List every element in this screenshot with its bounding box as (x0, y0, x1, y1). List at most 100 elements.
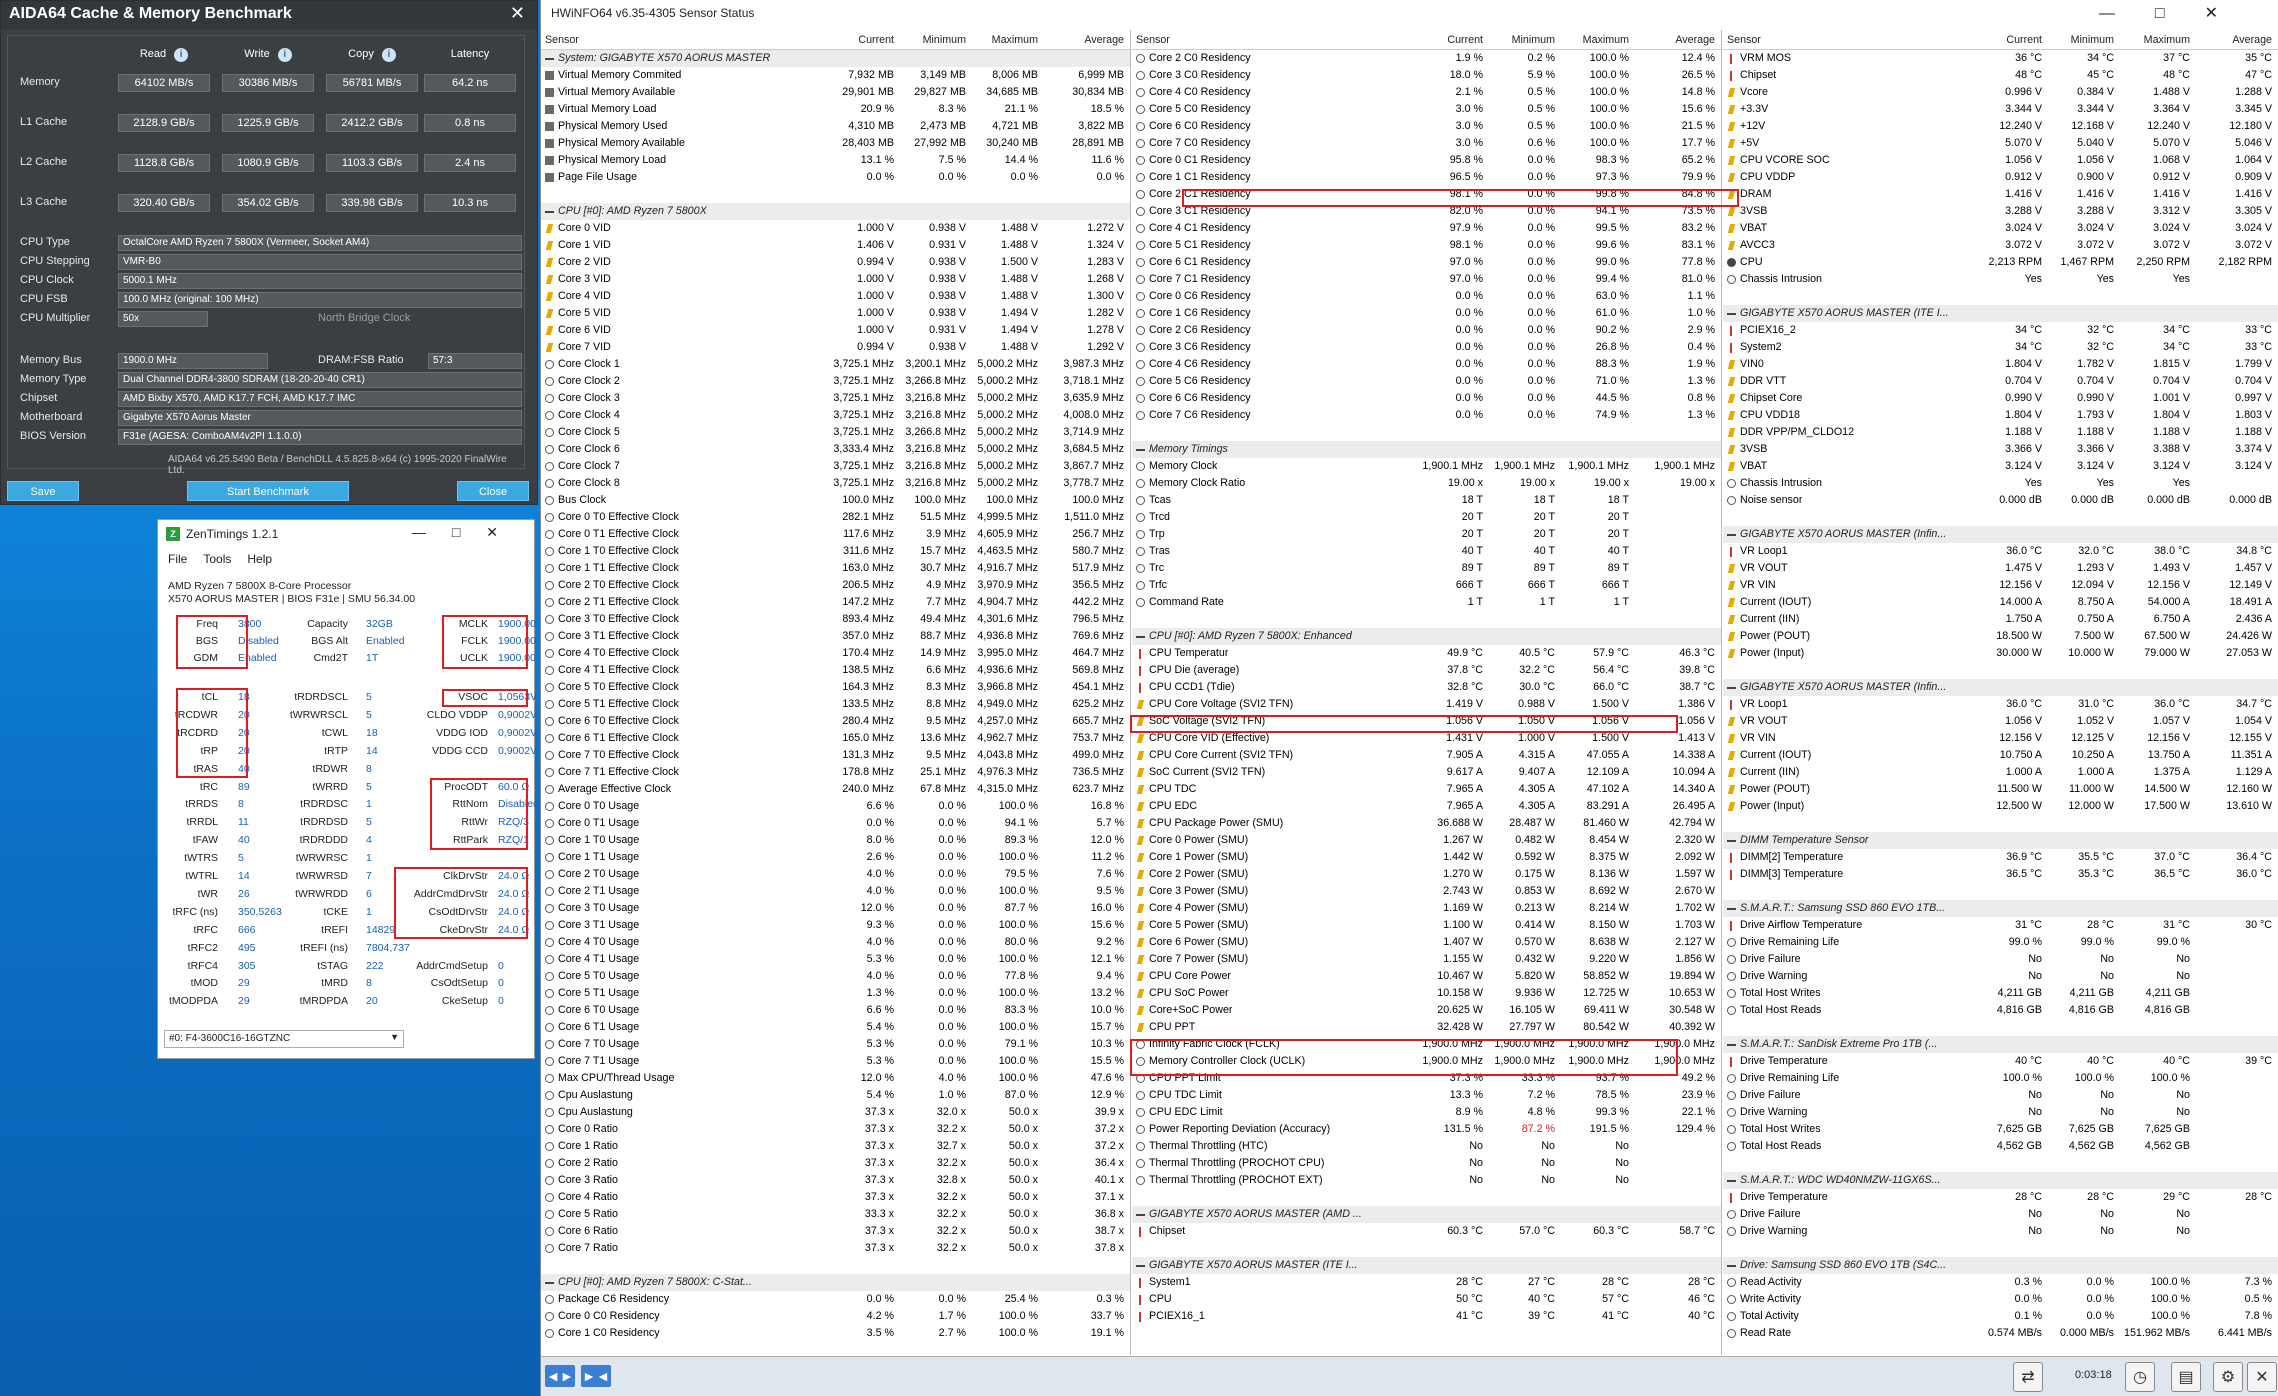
sensor-row[interactable]: DRAM 1.416 V 1.416 V 1.416 V 1.416 V (1723, 186, 2278, 203)
sensor-row[interactable]: Drive Failure No No No (1723, 951, 2278, 968)
sensor-row[interactable]: Core 7 Ratio 37.3 x 32.2 x 50.0 x 37.8 x (541, 1240, 1130, 1257)
sensor-row[interactable]: Core 4 T0 Effective Clock 170.4 MHz 14.9 M… (541, 645, 1130, 662)
sensor-row[interactable]: Core 6 Ratio 37.3 x 32.2 x 50.0 x 38.7 x (541, 1223, 1130, 1240)
sensor-row[interactable]: Cpu Auslastung 37.3 x 32.0 x 50.0 x 39.9 x (541, 1104, 1130, 1121)
sensor-row[interactable]: Read Rate 0.574 MB/s 0.000 MB/s 151.962 MB/… (1723, 1325, 2278, 1342)
aida64-close-icon[interactable]: ✕ (509, 3, 525, 23)
collapse-icon[interactable] (1136, 1264, 1145, 1267)
sensor-row[interactable]: Bus Clock 100.0 MHz 100.0 MHz 100.0 MHz 100.… (541, 492, 1130, 509)
sensor-row[interactable]: Trp 20 T 20 T 20 T (1132, 526, 1721, 543)
sensor-row[interactable]: Core 3 T0 Usage 12.0 % 0.0 % 87.7 % 16.0 % (541, 900, 1130, 917)
sensor-row[interactable]: Drive Remaining Life 99.0 % 99.0 % 99.0 % (1723, 934, 2278, 951)
sensor-row[interactable]: Core 1 Ratio 37.3 x 32.7 x 50.0 x 37.2 x (541, 1138, 1130, 1155)
sensor-group[interactable]: DIMM Temperature Sensor (1723, 832, 2278, 849)
sensor-row[interactable]: Chipset 60.3 °C 57.0 °C 60.3 °C 58.7 °C (1132, 1223, 1721, 1240)
sensor-row[interactable]: Core Clock 1 3,725.1 MHz 3,200.1 MHz 5,000.… (541, 356, 1130, 373)
sensor-row[interactable]: VR VIN 12.156 V 12.125 V 12.156 V 12.155 V (1723, 730, 2278, 747)
sensor-pane-2[interactable]: Sensor Current Minimum Maximum Average Core 2… (1132, 30, 1722, 1355)
sensor-row[interactable]: Tcas 18 T 18 T 18 T (1132, 492, 1721, 509)
sensor-row[interactable]: CPU CCD1 (Tdie) 32.8 °C 30.0 °C 66.0 °C 38.7… (1132, 679, 1721, 696)
column-header[interactable]: Sensor (545, 34, 579, 46)
sensor-group[interactable]: S.M.A.R.T.: Samsung SSD 860 EVO 1TB... (1723, 900, 2278, 917)
sensor-row[interactable]: Core 4 C1 Residency 97.9 % 0.0 % 99.5 % 83.2… (1132, 220, 1721, 237)
sensor-row[interactable]: Core 5 Ratio 33.3 x 32.2 x 50.0 x 36.8 x (541, 1206, 1130, 1223)
sensor-row[interactable]: Core 3 Ratio 37.3 x 32.8 x 50.0 x 40.1 x (541, 1172, 1130, 1189)
sensor-row[interactable]: DIMM[3] Temperature 36.5 °C 35.3 °C 36.5 °C… (1723, 866, 2278, 883)
sensor-row[interactable]: Max CPU/Thread Usage 12.0 % 4.0 % 100.0 % 47… (541, 1070, 1130, 1087)
sensor-row[interactable]: Core Clock 7 3,725.1 MHz 3,216.8 MHz 5,000.… (541, 458, 1130, 475)
sensor-row[interactable]: AVCC3 3.072 V 3.072 V 3.072 V 3.072 V (1723, 237, 2278, 254)
sensor-group[interactable]: GIGABYTE X570 AORUS MASTER (ITE I... (1132, 1257, 1721, 1274)
sensor-row[interactable]: Infinity Fabric Clock (FCLK) 1,900.0 MHz 1… (1132, 1036, 1721, 1053)
sensor-row[interactable]: Power (POUT) 11.500 W 11.000 W 14.500 W 12.1… (1723, 781, 2278, 798)
sensor-row[interactable]: Virtual Memory Commited 7,932 MB 3,149 MB 8… (541, 67, 1130, 84)
sensor-row[interactable]: VBAT 3.124 V 3.124 V 3.124 V 3.124 V (1723, 458, 2278, 475)
sensor-row[interactable]: DDR VPP/PM_CLDO12 1.188 V 1.188 V 1.188 V 1.… (1723, 424, 2278, 441)
sensor-group[interactable]: Memory Timings (1132, 441, 1721, 458)
sensor-row[interactable]: Vcore 0.996 V 0.384 V 1.488 V 1.288 V (1723, 84, 2278, 101)
column-header[interactable]: Maximum (2143, 34, 2190, 46)
sensor-row[interactable]: Page File Usage 0.0 % 0.0 % 0.0 % 0.0 % (541, 169, 1130, 186)
sensor-group[interactable]: GIGABYTE X570 AORUS MASTER (Infin... (1723, 526, 2278, 543)
sensor-row[interactable]: CPU TDC Limit 13.3 % 7.2 % 78.5 % 23.9 % (1132, 1087, 1721, 1104)
sensor-row[interactable]: CPU VCORE SOC 1.056 V 1.056 V 1.068 V 1.064 … (1723, 152, 2278, 169)
sensor-row[interactable]: Core 6 T1 Effective Clock 165.0 MHz 13.6 M… (541, 730, 1130, 747)
sensor-row[interactable]: Core 2 C0 Residency 1.9 % 0.2 % 100.0 % 12.4… (1132, 50, 1721, 67)
sensor-row[interactable]: CPU VDDP 0.912 V 0.900 V 0.912 V 0.909 V (1723, 169, 2278, 186)
sensor-row[interactable]: Write Activity 0.0 % 0.0 % 100.0 % 0.5 % (1723, 1291, 2278, 1308)
sensor-group[interactable]: System: GIGABYTE X570 AORUS MASTER (541, 50, 1130, 67)
sensor-row[interactable]: Current (IOUT) 10.750 A 10.250 A 13.750 A 11… (1723, 747, 2278, 764)
sensor-row[interactable]: CPU 50 °C 40 °C 57 °C 46 °C (1132, 1291, 1721, 1308)
column-header[interactable]: Current (1447, 34, 1483, 46)
sensor-row[interactable]: VR VIN 12.156 V 12.094 V 12.156 V 12.149 V (1723, 577, 2278, 594)
sensor-row[interactable]: +5V 5.070 V 5.040 V 5.070 V 5.046 V (1723, 135, 2278, 152)
sensor-row[interactable]: Core 0 T1 Effective Clock 117.6 MHz 3.9 MH… (541, 526, 1130, 543)
sensor-row[interactable]: +12V 12.240 V 12.168 V 12.240 V 12.180 V (1723, 118, 2278, 135)
sensor-row[interactable]: Thermal Throttling (PROCHOT CPU) No No No (1132, 1155, 1721, 1172)
column-header[interactable]: Minimum (1511, 34, 1555, 46)
sensor-row[interactable]: Drive Remaining Life 100.0 % 100.0 % 100.0 … (1723, 1070, 2278, 1087)
sensor-row[interactable]: Core 5 C1 Residency 98.1 % 0.0 % 99.6 % 83.1… (1132, 237, 1721, 254)
sensor-row[interactable]: Power (Input) 12.500 W 12.000 W 17.500 W 13.… (1723, 798, 2278, 815)
report-icon[interactable]: ▤ (2171, 1362, 2201, 1392)
info-icon[interactable]: i (277, 48, 292, 62)
column-header[interactable]: Average (1675, 34, 1715, 46)
sensor-row[interactable]: VIN0 1.804 V 1.782 V 1.815 V 1.799 V (1723, 356, 2278, 373)
column-header[interactable]: Current (2006, 34, 2042, 46)
sensor-row[interactable]: Drive Warning No No No (1723, 968, 2278, 985)
sensor-row[interactable]: System1 28 °C 27 °C 28 °C 28 °C (1132, 1274, 1721, 1291)
sensor-row[interactable]: Core 2 C1 Residency 98.1 % 0.0 % 99.8 % 84.8… (1132, 186, 1721, 203)
close-button[interactable]: Close (457, 481, 529, 501)
sensor-row[interactable]: Core 3 C1 Residency 82.0 % 0.0 % 94.1 % 73.5… (1132, 203, 1721, 220)
sensor-row[interactable]: Tras 40 T 40 T 40 T (1132, 543, 1721, 560)
sensor-row[interactable]: Core 3 VID 1.000 V 0.938 V 1.488 V 1.268 V (541, 271, 1130, 288)
sensor-row[interactable]: Core 0 C0 Residency 4.2 % 1.7 % 100.0 % 33.7… (541, 1308, 1130, 1325)
sensor-row[interactable]: Core 1 T1 Usage 2.6 % 0.0 % 100.0 % 11.2 % (541, 849, 1130, 866)
sensor-row[interactable]: Core 4 VID 1.000 V 0.938 V 1.488 V 1.300 V (541, 288, 1130, 305)
sensor-row[interactable]: Core 0 T1 Usage 0.0 % 0.0 % 94.1 % 5.7 % (541, 815, 1130, 832)
settings-icon[interactable]: ⚙ (2213, 1362, 2243, 1392)
sensor-group[interactable]: GIGABYTE X570 AORUS MASTER (Infin... (1723, 679, 2278, 696)
sensor-row[interactable]: Trc 89 T 89 T 89 T (1132, 560, 1721, 577)
next-arrow-icon[interactable]: ►◄ (581, 1365, 611, 1387)
sensor-row[interactable]: Core 7 T1 Usage 5.3 % 0.0 % 100.0 % 15.5 % (541, 1053, 1130, 1070)
sensor-row[interactable]: Power Reporting Deviation (Accuracy) 131.… (1132, 1121, 1721, 1138)
sensor-row[interactable]: Core 4 T1 Usage 5.3 % 0.0 % 100.0 % 12.1 % (541, 951, 1130, 968)
sensor-row[interactable]: Trcd 20 T 20 T 20 T (1132, 509, 1721, 526)
column-header[interactable]: Minimum (2070, 34, 2114, 46)
sensor-row[interactable]: Core 2 VID 0.994 V 0.938 V 1.500 V 1.283 V (541, 254, 1130, 271)
sensor-row[interactable]: Core 1 C6 Residency 0.0 % 0.0 % 61.0 % 1.0 % (1132, 305, 1721, 322)
sensor-row[interactable]: Core 7 T0 Usage 5.3 % 0.0 % 79.1 % 10.3 % (541, 1036, 1130, 1053)
window-controls-icon[interactable]: —□✕ (411, 524, 524, 540)
sensor-row[interactable]: PCIEX16_2 34 °C 32 °C 34 °C 33 °C (1723, 322, 2278, 339)
sensor-row[interactable]: Chassis Intrusion Yes Yes Yes (1723, 271, 2278, 288)
sensor-row[interactable]: Core 2 T1 Effective Clock 147.2 MHz 7.7 MH… (541, 594, 1130, 611)
sensor-row[interactable]: Core Clock 4 3,725.1 MHz 3,216.8 MHz 5,000.… (541, 407, 1130, 424)
sensor-row[interactable]: VR VOUT 1.056 V 1.052 V 1.057 V 1.054 V (1723, 713, 2278, 730)
